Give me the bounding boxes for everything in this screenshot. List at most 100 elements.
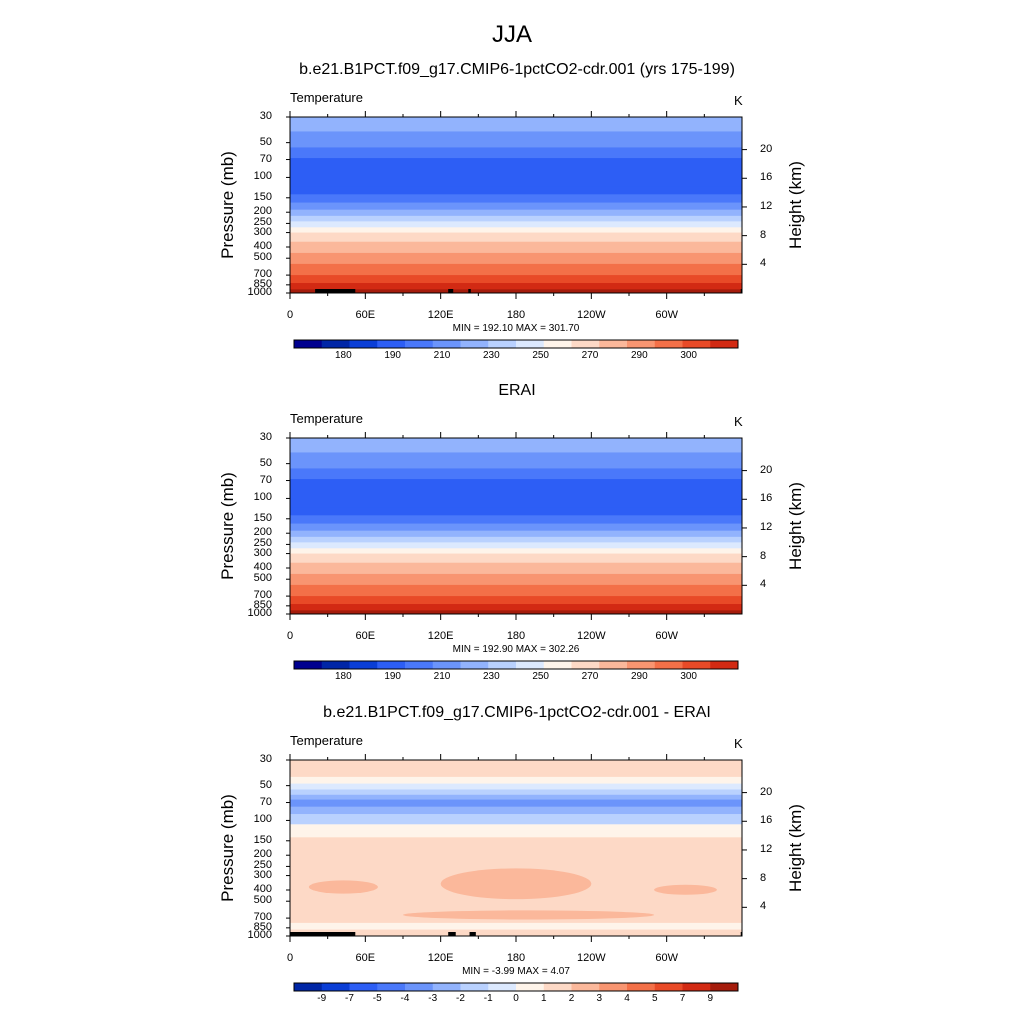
colorbar-label: -9 [317, 993, 327, 1004]
colorbar-swatch [377, 983, 406, 991]
colorbar-label: 250 [532, 671, 549, 682]
colorbar-swatch [516, 983, 545, 991]
colorbar-swatch [488, 983, 517, 991]
contour-band [290, 202, 742, 211]
colorbar-label: 180 [334, 350, 352, 361]
colorbar-label: 230 [482, 350, 500, 361]
lon-tick-label: 180 [506, 630, 526, 642]
colorbar-label: 290 [630, 350, 648, 361]
pressure-tick-label: 850 [253, 598, 272, 611]
colorbar-label: -3 [428, 993, 438, 1004]
pressure-tick-label: 70 [259, 473, 272, 486]
colorbar-swatch [516, 661, 545, 669]
lon-tick-label: 120E [427, 952, 454, 964]
contour-band [290, 468, 742, 480]
pressure-tick-label: 100 [253, 491, 272, 504]
colorbar-swatch [710, 983, 739, 991]
colorbar-label: 290 [630, 671, 648, 682]
contour-band [290, 922, 742, 931]
pressure-tick-label: 700 [253, 268, 272, 281]
contour-band [290, 596, 742, 605]
pressure-tick-label: 250 [253, 859, 272, 872]
pressure-tick-label: 50 [259, 778, 272, 791]
contour-band [290, 263, 742, 276]
height-tick-label: 12 [760, 520, 773, 533]
colorbar-swatch [349, 661, 378, 669]
colorbar-label: -1 [483, 993, 493, 1004]
contour-blob [654, 884, 717, 895]
pressure-tick-label: 100 [253, 170, 272, 183]
lon-tick-label: 60E [355, 952, 376, 964]
colorbar-label: 210 [433, 350, 451, 361]
colorbar-label: 230 [482, 671, 500, 682]
contour-band [290, 929, 742, 936]
height-tick-label: 4 [760, 578, 767, 591]
colorbar-swatch [627, 983, 656, 991]
terrain-mask [315, 289, 356, 293]
colorbar-swatch [682, 340, 711, 348]
terrain-mask [448, 289, 454, 293]
colorbar-label: 270 [581, 350, 599, 361]
contour-band [290, 186, 742, 195]
contour-band [290, 275, 742, 284]
panel-title: ERAI [498, 382, 536, 399]
colorbar-label: -5 [372, 993, 382, 1004]
contour-band [290, 227, 742, 234]
contour-band [290, 515, 742, 525]
colorbar-swatch [654, 983, 683, 991]
y-axis-label: Pressure (mb) [218, 472, 237, 580]
height-tick-label: 16 [760, 492, 773, 505]
contour-band [290, 789, 742, 796]
colorbar-swatch [294, 983, 323, 991]
contour-field [290, 117, 742, 293]
colorbar-swatch [599, 340, 628, 348]
height-tick-label: 16 [760, 171, 773, 184]
colorbar-swatch [377, 661, 406, 669]
height-tick-label: 4 [760, 257, 767, 270]
contour-band [290, 283, 742, 290]
colorbar-label: 9 [707, 993, 714, 1004]
colorbar-swatch [571, 661, 600, 669]
pressure-tick-label: 150 [253, 511, 272, 524]
colorbar-swatch [432, 983, 461, 991]
colorbar-swatch [682, 661, 711, 669]
y-axis-label: Pressure (mb) [218, 794, 237, 902]
colorbar-swatch [571, 983, 600, 991]
min-max-label: MIN = 192.10 MAX = 301.70 [452, 323, 580, 334]
colorbar-swatch [654, 661, 683, 669]
contour-band [290, 584, 742, 597]
colorbar-swatch [432, 661, 461, 669]
contour-band [290, 215, 742, 222]
contour-band [290, 806, 742, 815]
colorbar-frame [293, 982, 739, 992]
pressure-tick-label: 70 [259, 152, 272, 165]
pressure-tick-label: 50 [259, 456, 272, 469]
height-tick-label: 4 [760, 900, 767, 913]
lon-tick-label: 120W [576, 952, 606, 964]
variable-label: Temperature [290, 411, 363, 426]
pressure-tick-label: 150 [253, 833, 272, 846]
colorbar-swatch [460, 340, 489, 348]
pressure-tick-label: 500 [253, 894, 272, 907]
pressure-tick-label: 300 [253, 225, 272, 238]
colorbar-frame [293, 339, 739, 349]
height-tick-label: 12 [760, 842, 773, 855]
contour-band [290, 542, 742, 549]
colorbar-swatch [294, 340, 323, 348]
colorbar-label: 300 [680, 350, 697, 361]
contour-band [290, 209, 742, 217]
height-tick-label: 8 [760, 228, 767, 241]
pressure-tick-label: 200 [253, 526, 272, 539]
pressure-tick-label: 250 [253, 216, 272, 229]
variable-label: Temperature [290, 733, 363, 748]
pressure-tick-label: 200 [253, 205, 272, 218]
lon-tick-label: 120W [576, 630, 606, 642]
units-label: K [734, 93, 743, 108]
colorbar-label: 190 [384, 671, 401, 682]
contour-band [290, 194, 742, 204]
lon-tick-label: 180 [506, 952, 526, 964]
colorbar-label: 1 [540, 993, 547, 1004]
colorbar-swatch [654, 340, 683, 348]
pressure-tick-label: 200 [253, 848, 272, 861]
